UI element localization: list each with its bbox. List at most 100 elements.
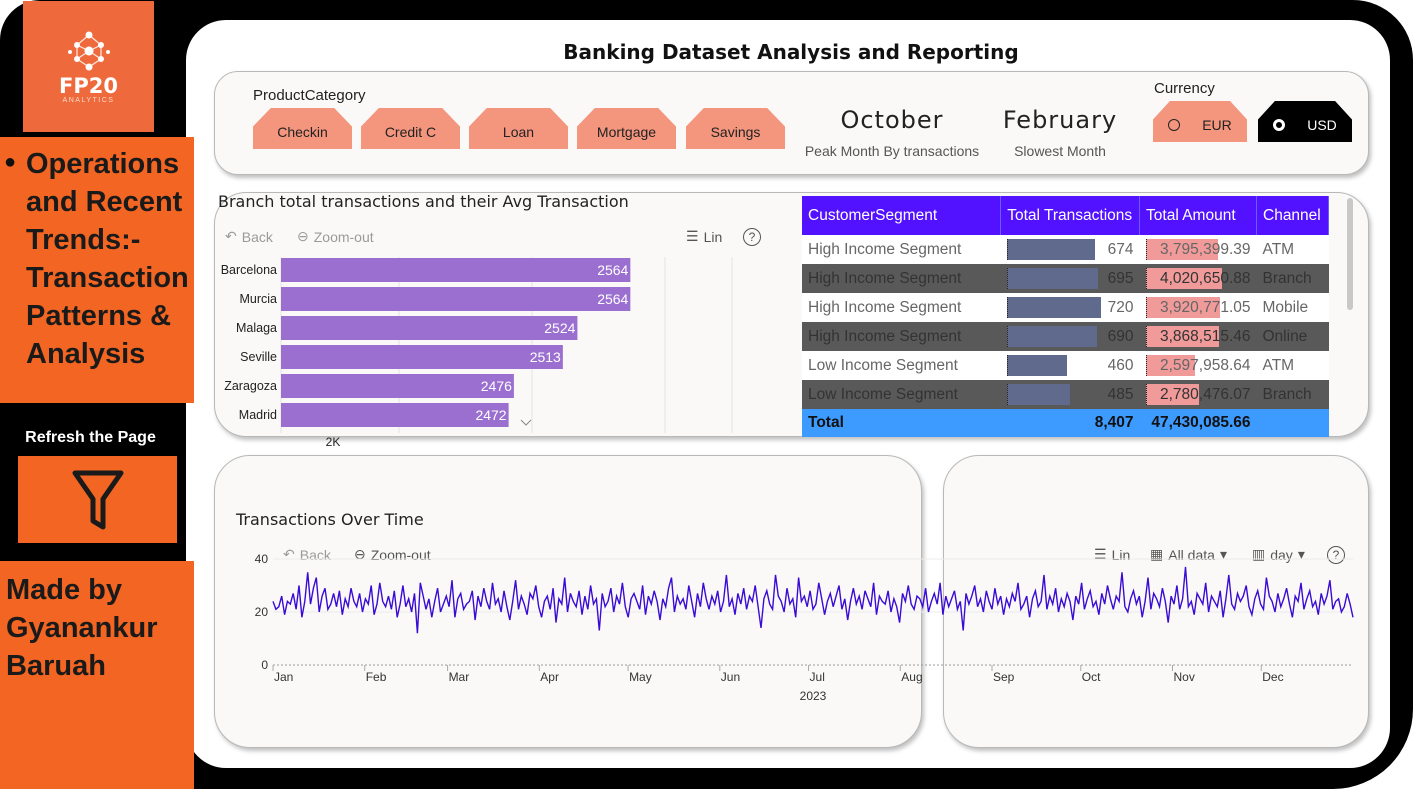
total-channel-empty bbox=[1256, 409, 1329, 437]
amount-databar bbox=[1145, 355, 1195, 376]
table-row[interactable]: Low Income Segment 460 2,597,958.64 ATM bbox=[802, 351, 1329, 380]
branch-bar[interactable] bbox=[281, 287, 631, 311]
segment-cell: Low Income Segment bbox=[802, 351, 1001, 380]
product-chip-credit-card[interactable]: Credit C bbox=[361, 108, 460, 149]
timeline-help-icon[interactable]: ? bbox=[1327, 546, 1345, 564]
segment-cell: High Income Segment bbox=[802, 322, 1001, 351]
y-tick-label: 20 bbox=[255, 605, 269, 619]
branch-bar[interactable] bbox=[281, 403, 509, 427]
total-transactions: 8,407 bbox=[1000, 409, 1140, 437]
transactions-databar bbox=[1006, 268, 1098, 289]
currency-chip-usd[interactable]: USD bbox=[1258, 101, 1352, 142]
product-chip-checking[interactable]: Checkin bbox=[253, 108, 352, 149]
amount-value: 3,920,771.05 bbox=[1159, 298, 1251, 316]
table-total-row: Total 8,407 47,430,085.66 bbox=[802, 409, 1329, 437]
chevron-down-icon: ▾ bbox=[1297, 546, 1305, 562]
channel-cell: Mobile bbox=[1256, 293, 1329, 322]
peak-month-label: Peak Month By transactions bbox=[804, 143, 980, 159]
amount-cell: 4,020,650.88 bbox=[1139, 264, 1257, 293]
branch-back-button[interactable]: ↶ Back bbox=[225, 228, 273, 245]
x-tick-label: Aug bbox=[901, 670, 922, 684]
branch-bar-chart: Barcelona 2564 Murcia 2564 Malaga 2524 Seville… bbox=[221, 257, 733, 449]
transactions-value: 720 bbox=[1107, 298, 1134, 316]
col-header-channel[interactable]: Channel bbox=[1256, 196, 1329, 235]
transactions-databar bbox=[1006, 297, 1101, 318]
transactions-cell: 690 bbox=[1000, 322, 1140, 351]
author-panel: Made by Gyanankur Baruah bbox=[0, 561, 194, 789]
transactions-cell: 485 bbox=[1000, 380, 1140, 409]
col-header-segment[interactable]: CustomerSegment bbox=[802, 196, 1002, 235]
table-scrollbar[interactable] bbox=[1347, 198, 1353, 310]
branch-help-icon[interactable]: ? bbox=[743, 228, 761, 246]
total-amount: 47,430,085.66 bbox=[1139, 409, 1257, 437]
amount-databar bbox=[1145, 268, 1222, 289]
branch-bar-value: 2472 bbox=[475, 407, 506, 423]
table-row[interactable]: High Income Segment 674 3,795,399.39 ATM bbox=[802, 235, 1329, 264]
transactions-value: 674 bbox=[1107, 240, 1134, 258]
refresh-filter-button[interactable] bbox=[18, 456, 177, 543]
x-tick-label: Jan bbox=[274, 670, 293, 684]
transactions-databar bbox=[1006, 355, 1067, 376]
branch-bar-value: 2476 bbox=[481, 378, 512, 394]
transactions-cell: 695 bbox=[1000, 264, 1140, 293]
branch-zoom-out-button[interactable]: ⊖ Zoom-out bbox=[297, 228, 374, 245]
x-tick-label: Jun bbox=[721, 670, 740, 684]
list-icon: ☰ bbox=[1094, 546, 1107, 562]
total-label: Total bbox=[802, 409, 1001, 437]
timeline-title: Transactions Over Time bbox=[236, 510, 424, 529]
table-row[interactable]: Low Income Segment 485 2,780,476.07 Branch bbox=[802, 380, 1329, 409]
radio-selected-icon bbox=[1273, 119, 1286, 131]
amount-cell: 3,920,771.05 bbox=[1139, 293, 1257, 322]
transactions-cell: 460 bbox=[1000, 351, 1140, 380]
amount-cell: 2,597,958.64 bbox=[1139, 351, 1257, 380]
channel-cell: Branch bbox=[1256, 380, 1329, 409]
branch-chart-title: Branch total transactions and their Avg … bbox=[218, 192, 629, 211]
branch-bar[interactable] bbox=[281, 316, 578, 340]
transactions-databar bbox=[1006, 239, 1095, 260]
logo-name: FP20 bbox=[59, 74, 118, 98]
amount-cell: 2,780,476.07 bbox=[1139, 380, 1257, 409]
radio-unselected-icon bbox=[1168, 119, 1181, 131]
product-chip-savings[interactable]: Savings bbox=[686, 108, 785, 149]
x-tick-label: May bbox=[629, 670, 652, 684]
back-arrow-icon: ↶ bbox=[283, 546, 295, 562]
branch-bar[interactable] bbox=[281, 374, 514, 398]
amount-cell: 3,795,399.39 bbox=[1139, 235, 1257, 264]
currency-usd-label: USD bbox=[1307, 117, 1337, 133]
segment-cell: High Income Segment bbox=[802, 235, 1001, 264]
amount-value: 2,780,476.07 bbox=[1159, 385, 1251, 403]
col-header-transactions[interactable]: Total Transactions bbox=[1000, 196, 1141, 235]
segment-cell: High Income Segment bbox=[802, 264, 1001, 293]
branch-category-label: Malaga bbox=[236, 321, 277, 335]
branch-zoom-label: Zoom-out bbox=[313, 228, 374, 245]
branch-back-label: Back bbox=[241, 228, 273, 245]
segment-cell: Low Income Segment bbox=[802, 380, 1001, 409]
branch-category-label: Madrid bbox=[239, 408, 277, 422]
product-chip-mortgage[interactable]: Mortgage bbox=[577, 108, 676, 149]
transactions-databar bbox=[1006, 326, 1097, 347]
scroll-down-icon[interactable] bbox=[520, 419, 532, 426]
peak-month-value: October bbox=[840, 106, 944, 134]
x-tick-label: Apr bbox=[540, 670, 559, 684]
col-header-amount[interactable]: Total Amount bbox=[1139, 196, 1257, 235]
product-chip-loan[interactable]: Loan bbox=[469, 108, 568, 149]
fp20-logo: FP20 ANALYTICS bbox=[23, 1, 154, 132]
y-tick-label: 40 bbox=[255, 552, 269, 566]
channel-cell: ATM bbox=[1256, 351, 1329, 380]
branch-category-label: Seville bbox=[240, 350, 277, 364]
transactions-value: 485 bbox=[1107, 385, 1134, 403]
table-row[interactable]: High Income Segment 690 3,868,515.46 Online bbox=[802, 322, 1329, 351]
currency-chip-eur[interactable]: EUR bbox=[1153, 101, 1247, 142]
branch-bar[interactable] bbox=[281, 345, 563, 369]
branch-lin-button[interactable]: ☰ Lin bbox=[686, 228, 722, 245]
list-icon: ☰ bbox=[686, 228, 699, 244]
amount-databar bbox=[1145, 326, 1219, 347]
transactions-databar bbox=[1006, 384, 1070, 405]
table-row[interactable]: High Income Segment 720 3,920,771.05 Mobile bbox=[802, 293, 1329, 322]
branch-lin-label: Lin bbox=[703, 228, 723, 245]
table-row[interactable]: High Income Segment 695 4,020,650.88 Branch bbox=[802, 264, 1329, 293]
transactions-series-line[interactable] bbox=[272, 566, 1354, 634]
branch-bar[interactable] bbox=[281, 258, 631, 282]
amount-value: 4,020,650.88 bbox=[1159, 269, 1251, 287]
funnel-icon bbox=[72, 470, 123, 529]
